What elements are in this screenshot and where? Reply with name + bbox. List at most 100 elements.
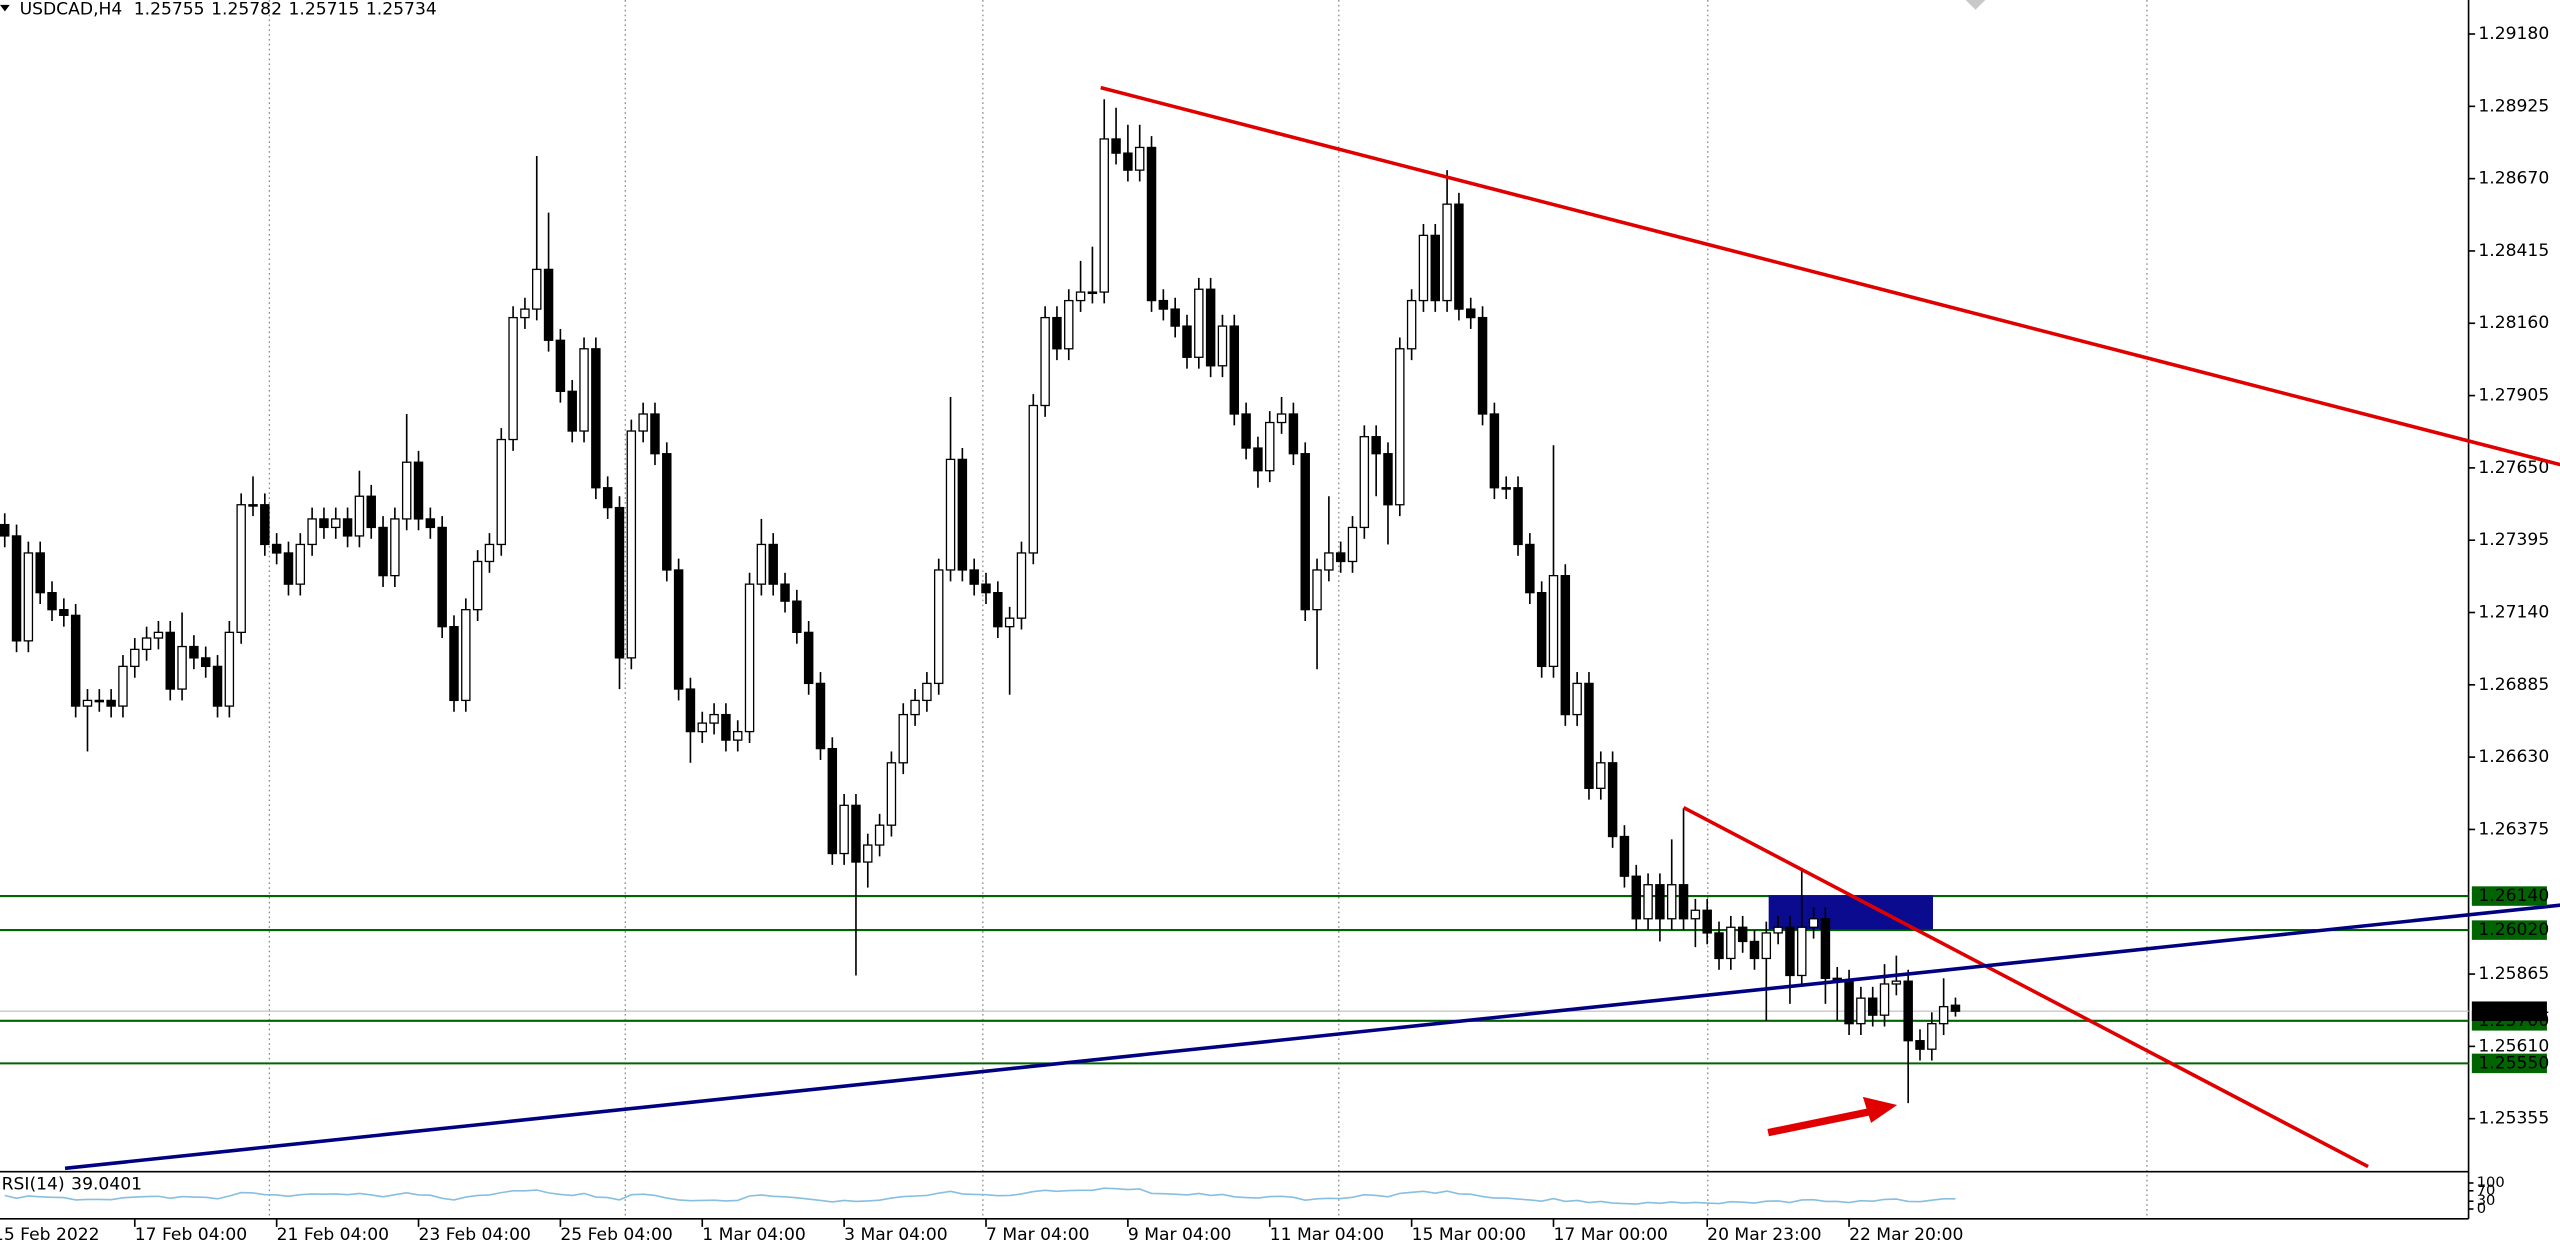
candle-body xyxy=(1075,291,1086,302)
candle-body xyxy=(496,438,507,546)
candle-body xyxy=(1229,325,1240,415)
candle-body xyxy=(1324,552,1334,571)
candle-body xyxy=(425,518,436,529)
candle-body xyxy=(354,495,365,537)
x-tick-label: 9 Mar 04:00 xyxy=(1128,1225,1232,1245)
candle-body xyxy=(472,560,483,611)
candle-body xyxy=(212,665,223,707)
rsi-tick-label: 100 xyxy=(2477,1174,2505,1191)
candle-body xyxy=(993,592,1003,628)
y-tick-label: 1.25355 xyxy=(2478,1109,2549,1129)
candle-body xyxy=(851,804,861,863)
candle-body xyxy=(591,348,601,489)
candle-body xyxy=(1395,348,1405,506)
y-tick-label: 1.28670 xyxy=(2478,169,2549,189)
candle-body xyxy=(532,268,542,310)
candle-body xyxy=(1797,926,1807,977)
candle-body xyxy=(1028,404,1039,554)
candle-body xyxy=(1489,413,1500,489)
candle-body xyxy=(874,824,885,846)
candle-body xyxy=(662,453,672,571)
trendline xyxy=(1682,806,2369,1169)
candle-body xyxy=(1111,138,1121,154)
chart-header: USDCAD,H4 1.25755 1.25782 1.25715 1.25734 xyxy=(20,0,437,20)
candle-body xyxy=(1619,835,1630,877)
candle-body xyxy=(756,543,767,585)
candle-body xyxy=(1891,980,1902,985)
candle-body xyxy=(1335,552,1346,563)
x-tick-label: 1 Mar 04:00 xyxy=(702,1225,806,1245)
candle-body xyxy=(35,552,45,594)
candle-body xyxy=(780,583,790,602)
candle-body xyxy=(118,665,128,707)
candle-body xyxy=(1146,146,1157,302)
candle-body xyxy=(331,518,341,529)
annotation-arrow xyxy=(1767,1096,1898,1137)
candle-body xyxy=(70,614,81,707)
candle-body xyxy=(1879,983,1890,1016)
candle-body xyxy=(614,506,625,659)
candle-body xyxy=(1418,234,1429,302)
rsi-title: RSI(14) xyxy=(2,1175,65,1195)
y-tick-label: 1.27650 xyxy=(2478,458,2549,478)
x-tick-label: 3 Mar 04:00 xyxy=(844,1225,948,1245)
y-tick-label: 1.27140 xyxy=(2478,603,2549,623)
candle-body xyxy=(685,688,696,733)
candle-body xyxy=(1560,574,1571,716)
y-tick-label: 1.26630 xyxy=(2478,747,2549,767)
candle-body xyxy=(1749,940,1760,960)
candle-body xyxy=(1276,413,1287,424)
candle-body xyxy=(1737,926,1748,943)
candle-body xyxy=(461,609,471,702)
candle-body xyxy=(567,390,577,432)
rsi-line xyxy=(4,1187,1956,1205)
candle-body xyxy=(508,316,518,441)
candle-body xyxy=(82,699,93,707)
header-low: 1.25715 xyxy=(289,0,360,20)
candle-body xyxy=(390,518,400,577)
candle-body xyxy=(602,487,613,509)
candle-body xyxy=(1714,932,1724,960)
arrow-head xyxy=(1862,1096,1898,1123)
rsi-tick-label: 70 xyxy=(2477,1182,2496,1199)
candle-body xyxy=(1087,291,1098,295)
candle-body xyxy=(1099,138,1109,293)
candle-body xyxy=(1241,413,1251,449)
chart-shift-marker xyxy=(1965,0,1986,10)
price-label: 1.25734 xyxy=(2478,1001,2549,1021)
candle-body xyxy=(1205,288,1216,367)
candle-body xyxy=(543,268,554,341)
candle-body xyxy=(650,413,660,455)
candle-body xyxy=(378,526,388,577)
rsi-header: RSI(14) 39.0401 xyxy=(2,1175,142,1195)
candle-body xyxy=(957,458,968,571)
candle-body xyxy=(1867,997,1878,1016)
y-tick-label: 1.27905 xyxy=(2478,386,2549,406)
candle-body xyxy=(673,569,684,690)
candle-body xyxy=(815,682,826,750)
candle-body xyxy=(236,504,246,634)
candle-body xyxy=(1702,909,1712,934)
candle-body xyxy=(1631,875,1641,920)
candle-body xyxy=(177,645,187,690)
candle-body xyxy=(579,348,589,432)
candle-body xyxy=(744,583,755,733)
candle-body xyxy=(1678,884,1689,920)
candle-body xyxy=(910,699,920,716)
candle-body xyxy=(520,308,530,319)
candle-body xyxy=(1938,1006,1949,1025)
level-label: 1.26140 xyxy=(2478,886,2549,906)
candle-body xyxy=(1016,552,1027,619)
candle-body xyxy=(189,645,199,659)
rsi-tick-label: 30 xyxy=(2477,1192,2496,1209)
candle-body xyxy=(555,339,566,392)
candle-body xyxy=(1004,617,1015,628)
candle-body xyxy=(413,461,424,520)
period-separators xyxy=(268,0,2148,1219)
x-tick-label: 25 Feb 04:00 xyxy=(560,1225,672,1245)
level-label-bg xyxy=(2471,920,2547,940)
candle-body xyxy=(1454,203,1464,310)
candle-body xyxy=(1383,453,1393,506)
